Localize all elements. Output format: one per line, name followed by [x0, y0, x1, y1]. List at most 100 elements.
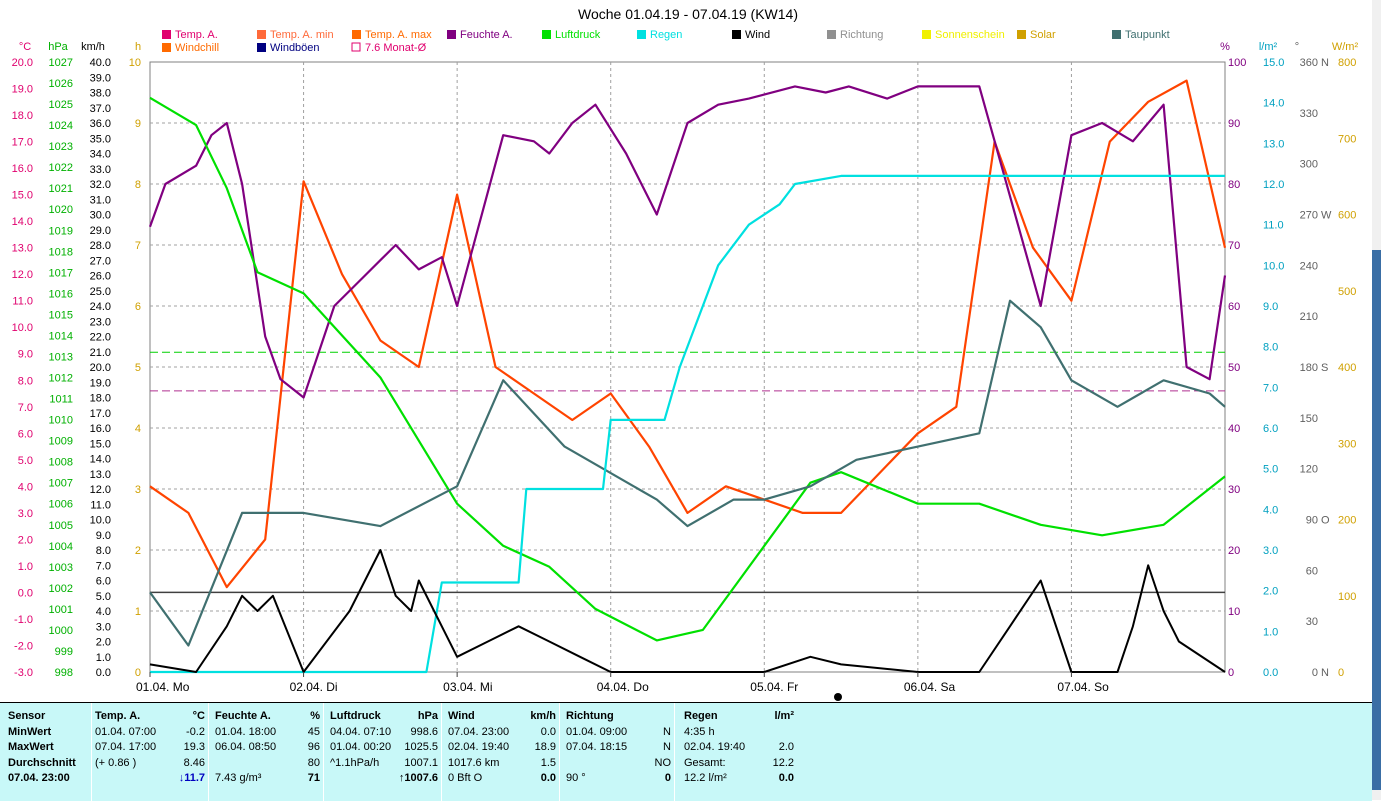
rain-tick-label: 5.0 [1263, 464, 1278, 476]
temp-tick-label: 0.0 [18, 587, 33, 599]
legend-label: Feuchte A. [460, 29, 513, 41]
direction-tick-label: 90 [1306, 515, 1318, 527]
direction-tick-label: 60 [1306, 565, 1318, 577]
stats-row-value: 0.0 [540, 772, 556, 784]
legend-swatch [162, 30, 171, 39]
wind-tick-label: 18.0 [90, 393, 111, 405]
sun-tick-label: 1 [135, 606, 141, 618]
wind-tick-label: 6.0 [96, 576, 111, 588]
series-line-temp-a- [149, 79, 1227, 589]
stats-row: 01.04. 00:20 1025.5 [330, 740, 438, 756]
humidity-tick-label: 70 [1228, 240, 1240, 252]
sun-tick-label: 9 [135, 118, 141, 130]
direction-compass-label: W [1321, 210, 1332, 222]
sun-tick-label: 8 [135, 179, 141, 191]
temp-tick-label: -2.0 [14, 640, 33, 652]
rain-tick-label: 9.0 [1263, 301, 1278, 313]
stats-row-value: NO [654, 756, 672, 769]
wind-tick-label: 38.0 [90, 88, 111, 100]
legend-swatch [162, 43, 171, 52]
pressure-tick-label: 1000 [49, 625, 73, 637]
legend-label: Temp. A. max [365, 29, 432, 41]
stats-row: 01.04. 18:00 45 [215, 725, 320, 741]
weather-chart: Woche 01.04.19 - 07.04.19 (KW14) Temp. A… [11, 6, 1359, 701]
wind-tick-label: 20.0 [90, 362, 111, 374]
temp-tick-label: 15.0 [12, 190, 33, 202]
wind-tick-label: 29.0 [90, 225, 111, 237]
day-label: 07.04. So [1057, 680, 1109, 694]
stats-row: Durchschnitt [8, 756, 88, 772]
direction-tick-label: 300 [1300, 159, 1318, 171]
stats-row-label: 06.04. 08:50 [215, 741, 277, 753]
temp-tick-label: 12.0 [12, 269, 33, 281]
chart-title: Woche 01.04.19 - 07.04.19 (KW14) [578, 6, 798, 22]
rain-tick-label: 3.0 [1263, 545, 1278, 557]
temp-tick-label: 4.0 [18, 481, 33, 493]
stats-header: Sensor [8, 709, 88, 725]
stats-row-value: ↑1007.6 [398, 772, 438, 784]
wind-tick-label: 22.0 [90, 332, 111, 344]
stats-row-label: Durchschnitt [8, 756, 76, 769]
axis-unit-solar: W/m² [1332, 41, 1359, 53]
scrollbar-thumb[interactable] [1372, 250, 1381, 790]
rain-tick-label: 14.0 [1263, 98, 1284, 110]
rain-tick-label: 8.0 [1263, 342, 1278, 354]
rain-tick-label: 2.0 [1263, 586, 1278, 598]
pressure-tick-label: 1016 [49, 288, 73, 300]
wind-tick-label: 24.0 [90, 301, 111, 313]
stats-row: 01.04. 09:00 N [566, 725, 671, 741]
stats-row-value: N [663, 741, 671, 753]
stats-row-value: 96 [307, 741, 320, 753]
wind-tick-label: 15.0 [90, 438, 111, 450]
window-edge-scrollbar[interactable] [1372, 0, 1381, 800]
pressure-tick-label: 1024 [49, 120, 73, 132]
pressure-tick-label: 1012 [49, 373, 73, 385]
stats-header-unit: l/m² [774, 710, 794, 722]
wind-tick-label: 3.0 [96, 621, 111, 633]
solar-tick-label: 100 [1338, 591, 1356, 603]
stats-row-label [95, 771, 179, 787]
day-labels: 01.04. Mo 02.04. Di 03.04. Mi 04.04. Do 05.0… [136, 672, 1109, 694]
stats-row-value: 2.0 [778, 741, 794, 753]
pressure-tick-label: 1025 [49, 99, 73, 111]
wind-tick-label: 32.0 [90, 179, 111, 191]
stats-row-label: 12.2 l/m² [684, 772, 727, 784]
legend-swatch [351, 42, 361, 52]
legend-label: Regen [650, 29, 682, 41]
legend-label: Richtung [840, 29, 883, 41]
sun-tick-label: 4 [135, 423, 141, 435]
stats-row-label: ^1.1hPa/h [330, 756, 380, 769]
pressure-tick-label: 1023 [49, 141, 73, 153]
stats-row-label: 01.04. 18:00 [215, 725, 277, 738]
stats-row-label: 04.04. 07:10 [330, 725, 392, 738]
stats-row: 0 Bft O 0.0 [448, 771, 556, 787]
axes: °C hPa km/h h% l/m² ° W/m² -3.0 -2.0 -1.0 0.0 1.0 2.… [12, 41, 1359, 679]
stats-header-label: Sensor [8, 710, 46, 722]
stats-row: MaxWert [8, 740, 88, 756]
stats-column: Richtung 01.04. 09:00 N 07.04. 18:15 N NO 90 °… [566, 709, 671, 787]
stats-row-label: 1017.6 km [448, 756, 500, 769]
sun-tick-label: 6 [135, 301, 141, 313]
stats-header-unit: % [310, 710, 320, 722]
legend-swatch [447, 30, 456, 39]
stats-row-value: 0.0 [778, 772, 794, 784]
series-line-taupunkt [149, 299, 1226, 647]
stats-separator [559, 703, 560, 801]
stats-header: Temp. A. °C [95, 709, 205, 725]
stats-row-value: 8.46 [183, 756, 205, 769]
stats-row: ^1.1hPa/h 1007.1 [330, 756, 438, 772]
wind-tick-label: 34.0 [90, 149, 111, 161]
wind-tick-label: 7.0 [96, 560, 111, 572]
stats-row-label: 01.04. 07:00 [95, 725, 157, 738]
pressure-tick-label: 1014 [49, 330, 73, 342]
stats-row: 06.04. 08:50 96 [215, 740, 320, 756]
stats-row: 07.04. 18:15 N [566, 740, 671, 756]
temp-tick-label: 6.0 [18, 428, 33, 440]
sun-tick-label: 0 [135, 667, 141, 679]
axis-unit-sun: h [135, 41, 141, 53]
stats-row-label: 4:35 h [684, 725, 715, 738]
legend-label: Temp. A. [175, 29, 218, 41]
stats-row-value: 80 [307, 756, 320, 769]
stats-row: 4:35 h [684, 725, 794, 741]
stats-header-unit: °C [192, 710, 205, 722]
